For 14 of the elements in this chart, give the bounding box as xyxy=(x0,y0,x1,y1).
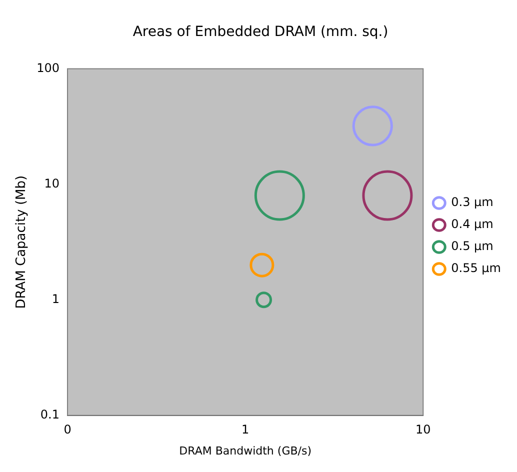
y-tick-label: 10 xyxy=(44,176,60,190)
y-tick-label: 100 xyxy=(36,60,60,75)
x-tick-label: 1 xyxy=(242,422,250,437)
x-tick-label: 10 xyxy=(416,422,431,437)
legend-label: 0.5 µm xyxy=(451,239,494,254)
x-axis-title: DRAM Bandwidth (GB/s) xyxy=(179,444,312,458)
legend-label: 0.4 µm xyxy=(451,217,494,232)
y-tick-label: 1 xyxy=(52,292,60,306)
x-tick-label: 0 xyxy=(64,422,72,437)
y-tick-label: 0.1 xyxy=(40,408,60,422)
legend-label: 0.55 µm xyxy=(451,261,501,276)
chart-title: Areas of Embedded DRAM (mm. sq.) xyxy=(132,24,388,40)
y-axis-title: DRAM Capacity (Mb) xyxy=(14,175,30,309)
legend-label: 0.3 µm xyxy=(451,195,494,210)
